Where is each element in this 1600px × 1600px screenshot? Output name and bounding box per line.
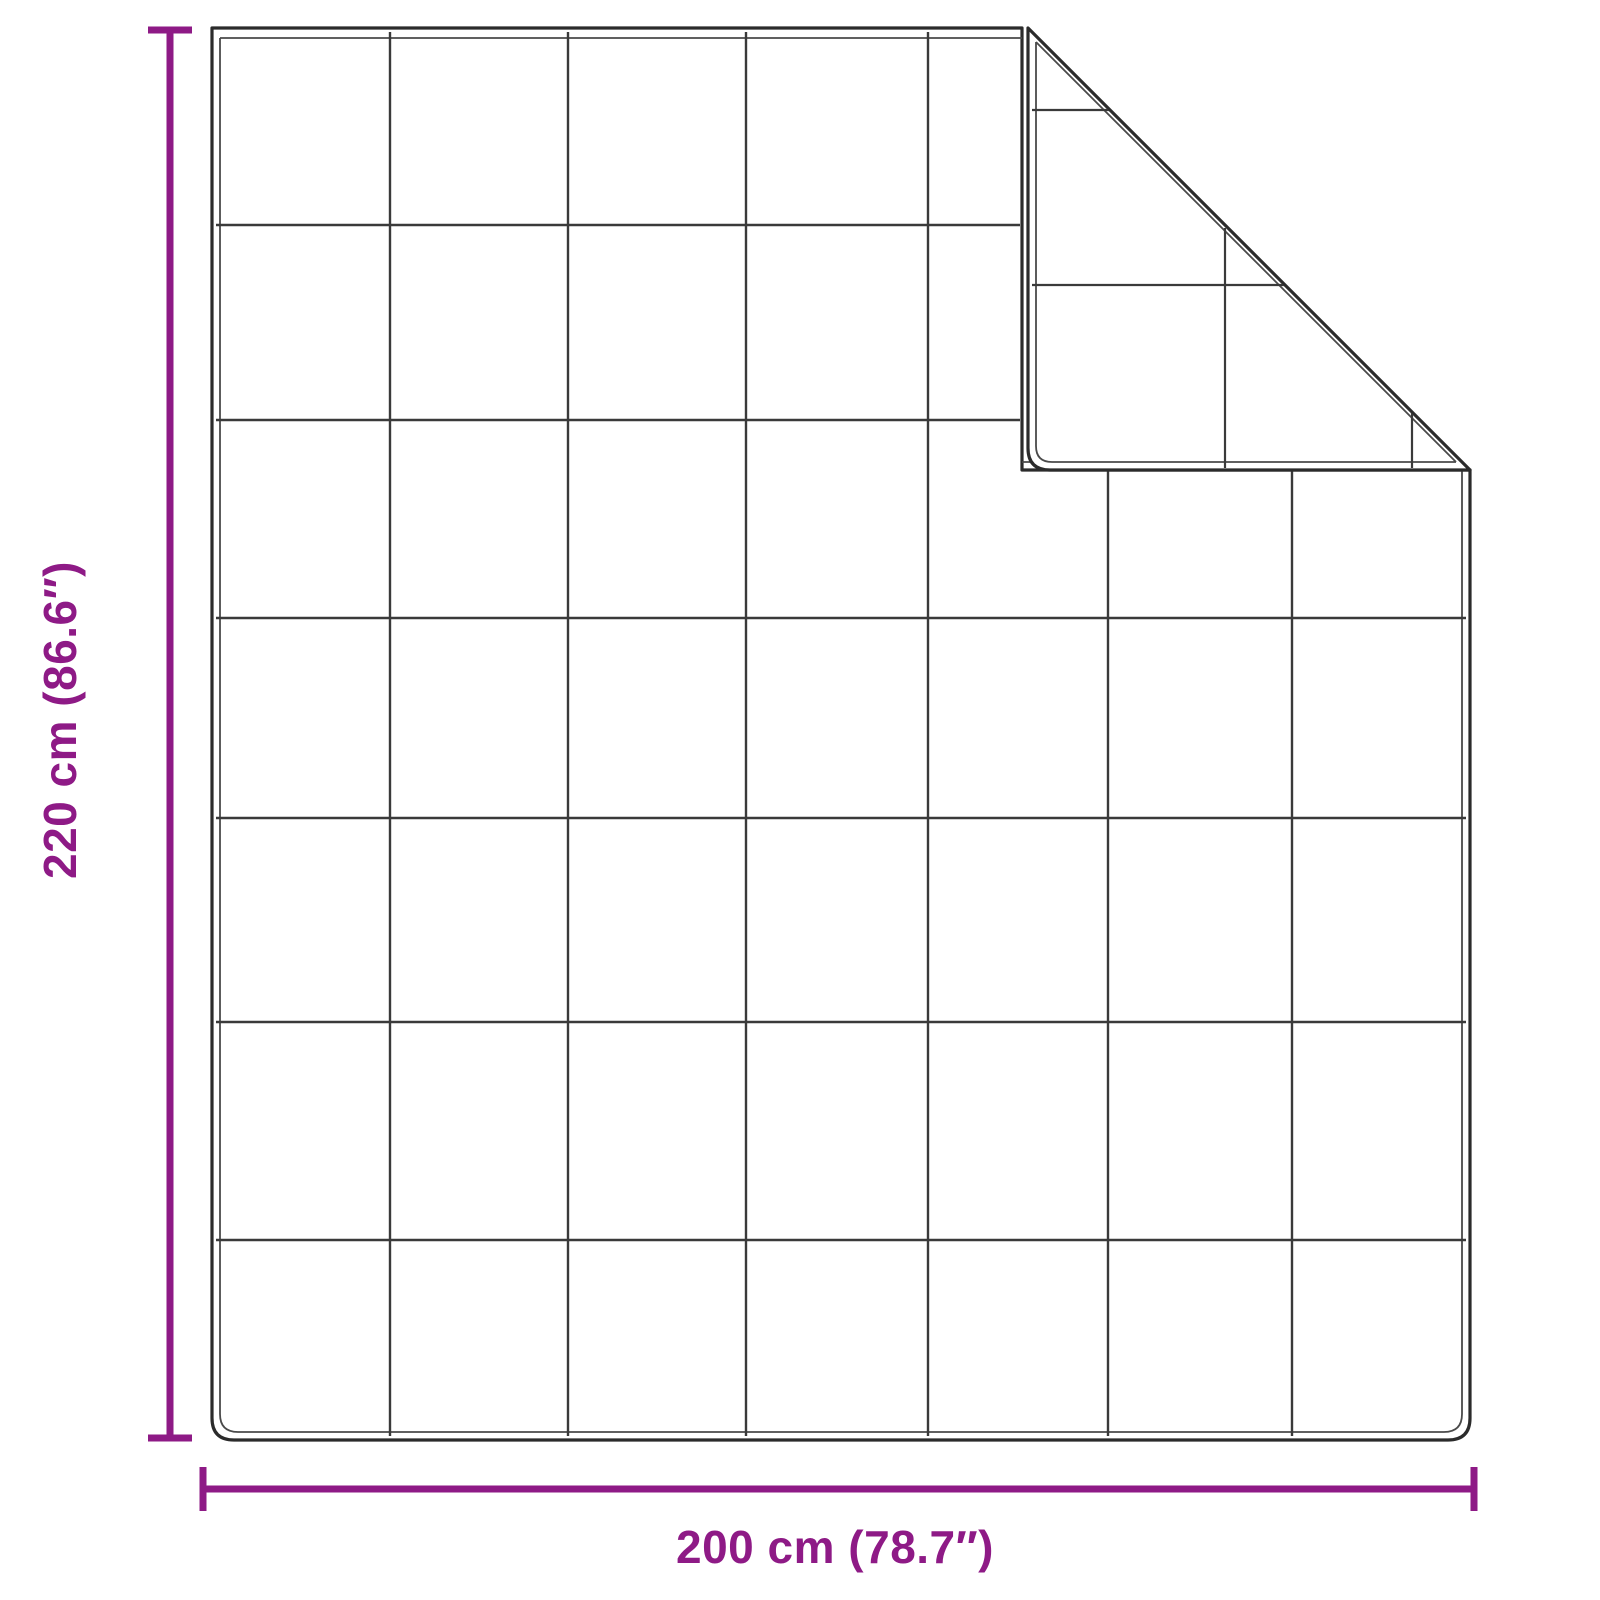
folded-corner-flap [1026, 26, 1472, 472]
height-dimension-text: 220 cm (86.6″) [34, 561, 86, 879]
height-dimension-line [148, 26, 192, 1442]
quilt-body-outline [210, 26, 1472, 1442]
width-dimension-line [199, 1467, 1478, 1511]
folded-corner-binding [1035, 41, 1457, 463]
height-dimension-label: 220 cm (86.6″) [0, 0, 120, 1440]
folded-corner-outline [1026, 26, 1472, 472]
quilt-body-binding [219, 37, 1463, 1433]
quilt-body [210, 26, 1472, 1442]
width-dimension-label: 200 cm (78.7″) [676, 1521, 994, 1573]
quilt-stitch-grid [216, 32, 1466, 1436]
